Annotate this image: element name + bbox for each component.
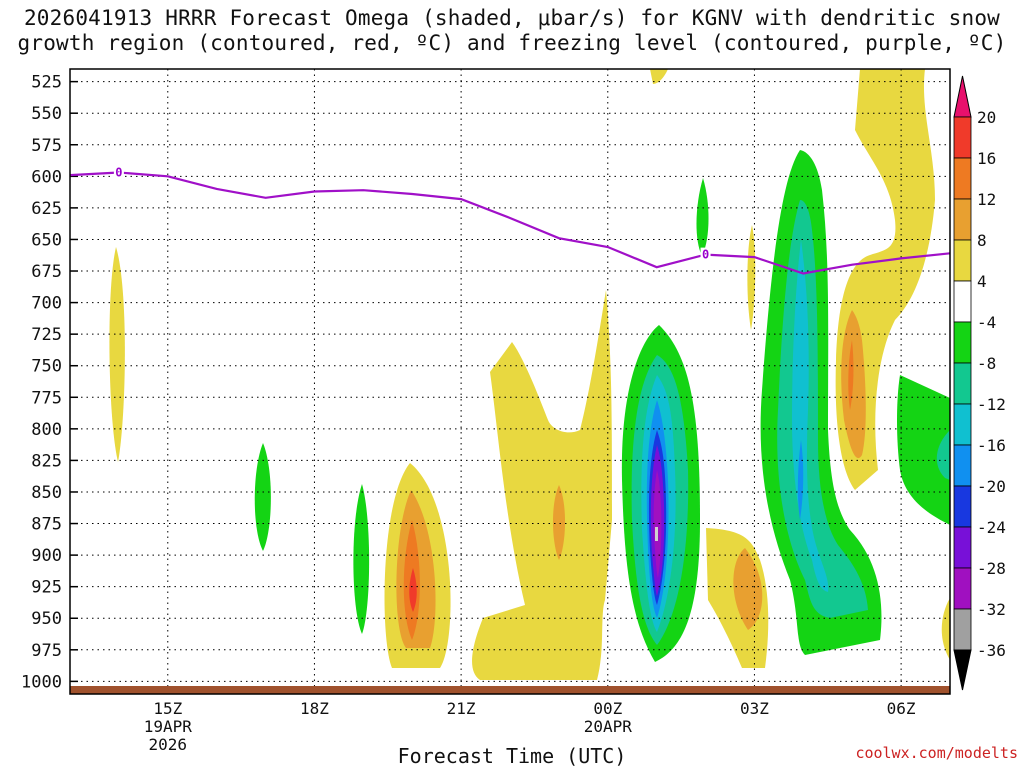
x-tick-label: 21Z [447, 699, 476, 718]
colorbar-segment [953, 403, 972, 446]
x-tick-date-label: 20APR [584, 717, 633, 736]
colorbar-segment [953, 239, 972, 282]
colorbar-label: -32 [977, 600, 1006, 619]
y-tick-label: 650 [31, 230, 62, 250]
freezing-level-line [69, 171, 951, 275]
x-axis-title: Forecast Time (UTC) [397, 744, 627, 768]
y-tick-label: 625 [31, 199, 62, 219]
omega-region-positive-4 [472, 290, 612, 680]
colorbar-label: -28 [977, 559, 1006, 578]
chart-title-line-1: 2026041913 HRRR Forecast Omega (shaded, … [23, 6, 1001, 30]
omega-shading-layer [109, 69, 950, 680]
y-tick-label: 700 [31, 294, 62, 314]
y-tick-label: 550 [31, 104, 62, 124]
colorbar-label: 20 [977, 108, 996, 127]
y-tick-label: 725 [31, 325, 62, 345]
freezing-label-bg [700, 247, 711, 261]
y-tick-label: 950 [31, 609, 62, 629]
y-tick-label: 850 [31, 483, 62, 503]
omega-region-positive-4 [109, 247, 125, 462]
omega-region-positive-8 [552, 485, 566, 560]
x-tick-label: 06Z [887, 699, 916, 718]
x-tick-label: 00Z [593, 699, 622, 718]
chart-title-line-2: growth region (contoured, red, ºC) and f… [17, 31, 1007, 55]
freezing-label-bg [113, 165, 124, 179]
y-tick-label: 825 [31, 451, 62, 471]
chart-title: 2026041913 HRRR Forecast Omega (shaded, … [0, 6, 1024, 56]
colorbar-label: -24 [977, 518, 1006, 537]
plot-frame [69, 68, 951, 695]
colorbar-label: -12 [977, 395, 1006, 414]
colorbar: 20 16 12 8 4 -4 -8 -12 -16 -20 -24 -28 -32 -36 [953, 75, 1006, 691]
colorbar-label: -36 [977, 641, 1006, 660]
freezing-level-labels: 00 [113, 165, 711, 262]
x-tick-date-label: 19APR [144, 717, 193, 736]
x-tick-date-label: 2026 [149, 735, 188, 754]
colorbar-segment [953, 157, 972, 200]
omega-region-min-marker [655, 527, 658, 541]
omega-region-positive-4 [747, 225, 756, 330]
colorbar-label: 4 [977, 272, 987, 291]
colorbar-label: 12 [977, 190, 996, 209]
omega-region-negative-32 [653, 470, 662, 578]
colorbar-segment [953, 485, 972, 528]
y-tick-label: 775 [31, 388, 62, 408]
colorbar-label: -16 [977, 436, 1006, 455]
colorbar-segment [953, 567, 972, 610]
omega-region-positive-4 [941, 598, 950, 660]
colorbar-segment [953, 444, 972, 487]
colorbar-segment [953, 362, 972, 405]
omega-region-negative-8 [254, 443, 271, 551]
colorbar-bottom-arrow [953, 649, 972, 691]
colorbar-segment [953, 116, 972, 159]
colorbar-label: -4 [977, 313, 996, 332]
omega-region-negative-8 [696, 178, 709, 256]
freezing-level-label: 0 [115, 166, 122, 180]
colorbar-segment [953, 526, 972, 569]
freezing-level-label: 0 [702, 248, 709, 262]
x-tick-label: 03Z [740, 699, 769, 718]
y-tick-label: 925 [31, 578, 62, 598]
colorbar-label: -8 [977, 354, 996, 373]
omega-region-positive-16 [409, 568, 417, 612]
colorbar-label: -20 [977, 477, 1006, 496]
x-tick-label: 18Z [300, 699, 329, 718]
y-tick-label: 900 [31, 546, 62, 566]
y-tick-label: 600 [31, 167, 62, 187]
ground-surface [70, 686, 950, 694]
omega-region-negative-8 [897, 375, 950, 525]
omega-region-negative-12 [936, 430, 950, 480]
y-tick-label: 675 [31, 262, 62, 282]
omega-region-negative-8 [353, 484, 370, 634]
y-tick-label: 875 [31, 515, 62, 535]
x-tick-label: 15Z [153, 699, 182, 718]
omega-region-positive-4 [650, 69, 668, 84]
y-tick-label: 1000 [21, 672, 62, 692]
y-tick-label: 750 [31, 357, 62, 377]
colorbar-label: 8 [977, 231, 987, 250]
y-tick-label: 575 [31, 136, 62, 156]
colorbar-segment [953, 280, 972, 323]
colorbar-segment [953, 198, 972, 241]
colorbar-label: 16 [977, 149, 996, 168]
colorbar-segment [953, 608, 972, 651]
y-tick-label: 800 [31, 420, 62, 440]
credit-text: coolwx.com/modelts [855, 744, 1018, 762]
y-tick-label: 975 [31, 641, 62, 661]
grid-lines [70, 69, 950, 694]
omega-region-positive-8 [733, 548, 763, 630]
omega-region-positive-12 [848, 340, 854, 410]
y-tick-label: 525 [31, 73, 62, 93]
colorbar-top-arrow [953, 75, 972, 118]
colorbar-segment [953, 321, 972, 364]
y-axis: 525 550 575 600 625 650 675 700 725 750 775 800 825 8… [21, 73, 78, 692]
omega-region-positive-8 [841, 310, 866, 459]
